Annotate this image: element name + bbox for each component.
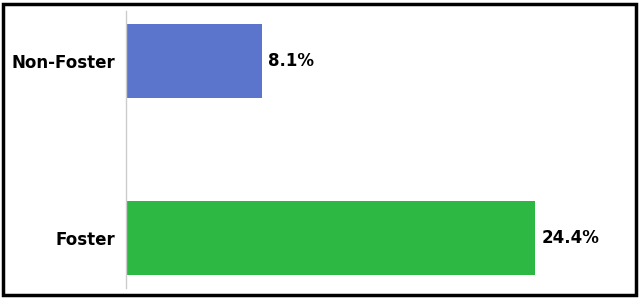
Text: 8.1%: 8.1% (268, 52, 314, 70)
Bar (126, 201, 535, 275)
Text: 24.4%: 24.4% (541, 229, 600, 247)
Bar (126, 24, 262, 98)
